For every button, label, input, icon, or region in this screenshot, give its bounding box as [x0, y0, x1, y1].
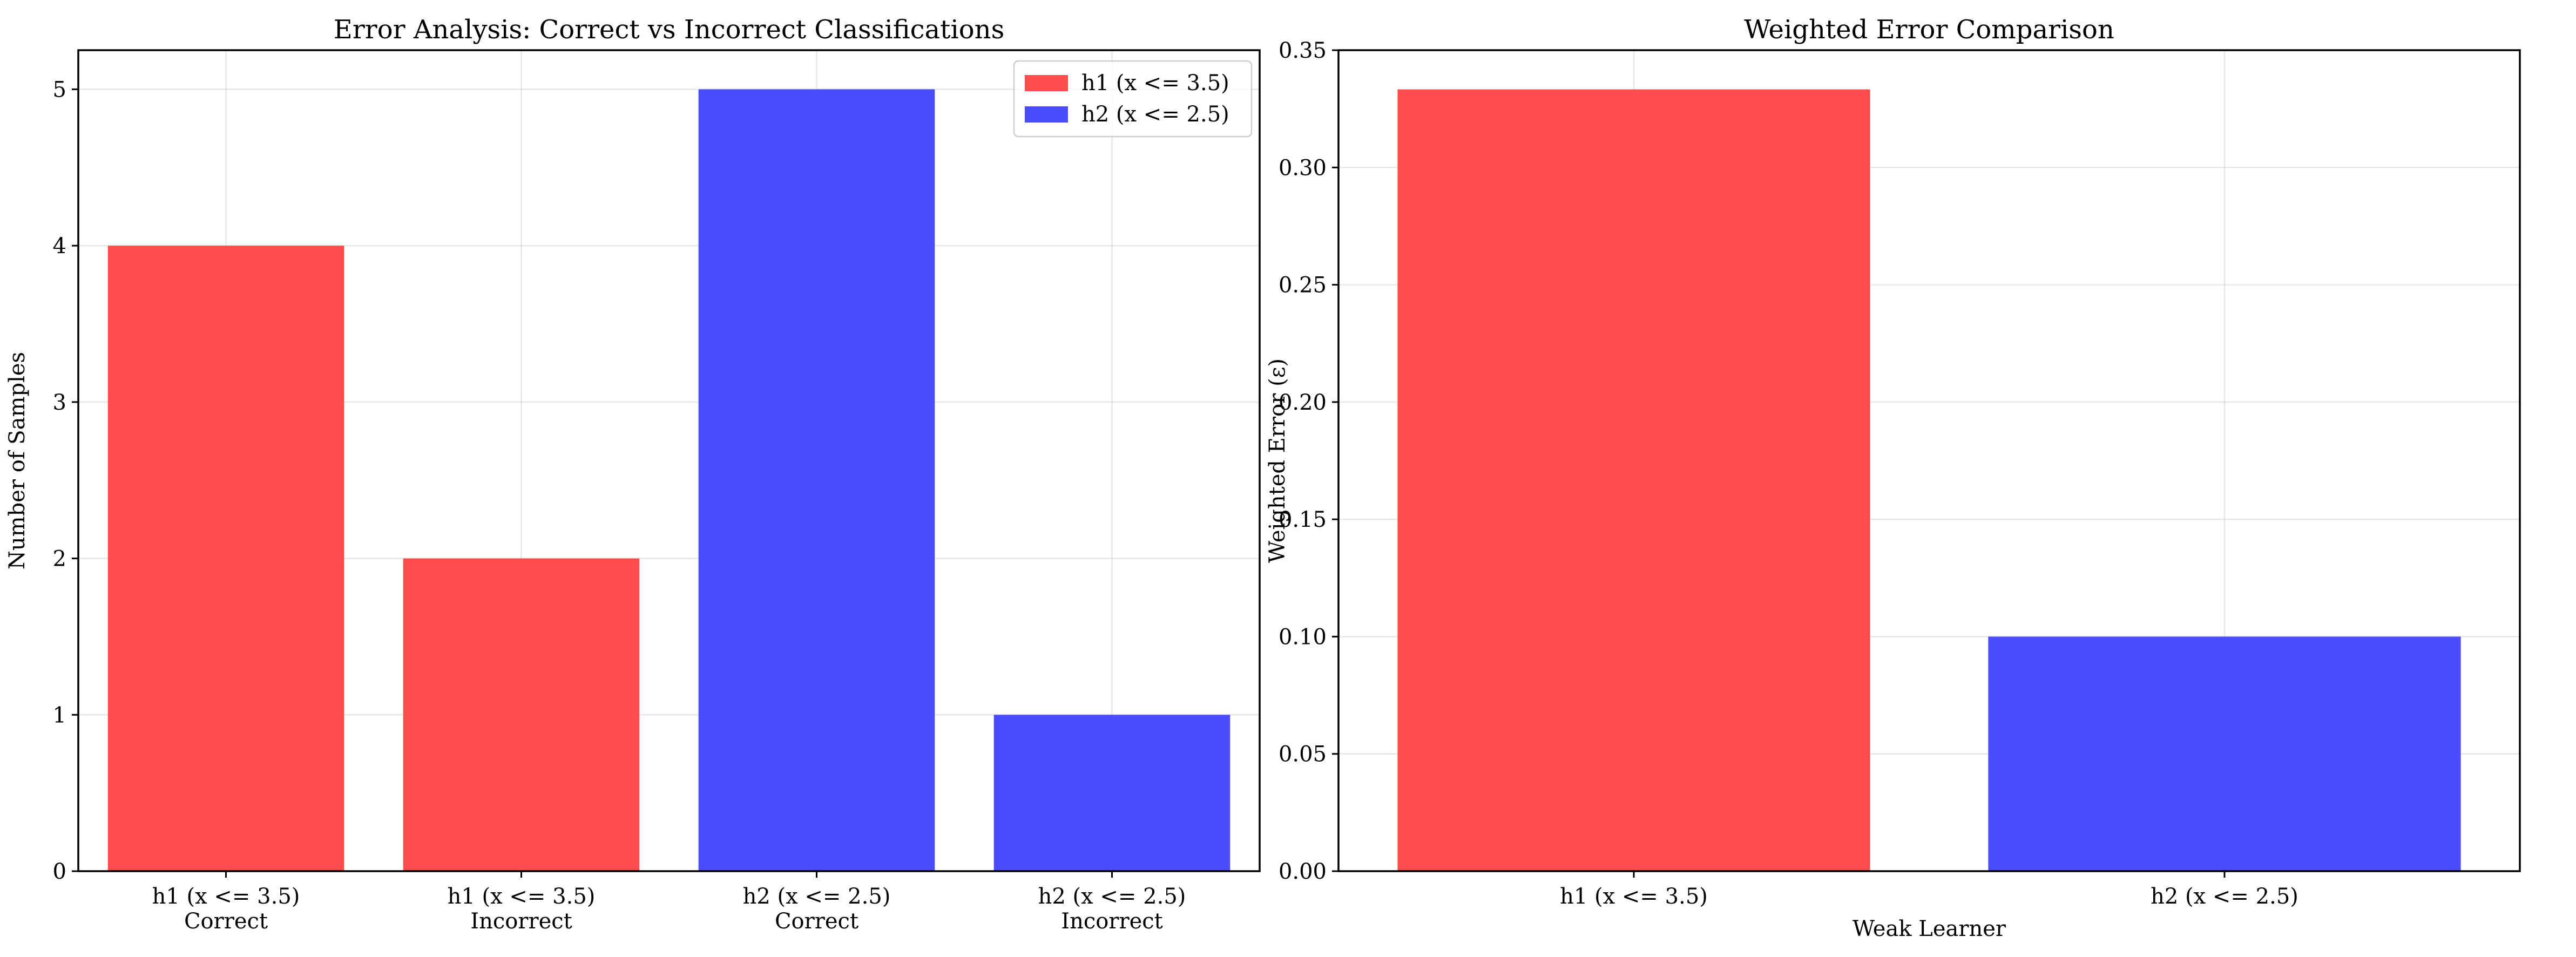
y-tick-label: 4: [53, 234, 66, 259]
x-tick-label: Incorrect: [1061, 909, 1162, 934]
chart-title: Weighted Error Comparison: [1744, 15, 2114, 45]
plot-frame: [1337, 49, 2521, 872]
chart-title: Error Analysis: Correct vs Incorrect Cla…: [334, 15, 1004, 45]
x-tick-label: h2 (x <= 2.5): [1038, 884, 1186, 909]
chart-error-analysis: Error Analysis: Correct vs Incorrect Cla…: [5, 15, 1261, 934]
y-tick-label: 0.00: [1279, 859, 1327, 884]
y-ticks: 0.00 0.05 0.10 0.15 0.20 0.25 0.30 0.35: [1279, 38, 1338, 884]
x-tick-label: Correct: [775, 909, 858, 934]
x-tick-label: h2 (x <= 2.5): [2151, 884, 2298, 909]
y-tick-label: 5: [53, 77, 66, 102]
bar: [403, 558, 640, 871]
legend: h1 (x <= 3.5) h2 (x <= 2.5): [1013, 60, 1253, 138]
bar: [1988, 636, 2461, 871]
y-ticks: 0 1 2 3 4 5: [53, 77, 78, 884]
bars: [1397, 89, 2461, 871]
x-tick-label: h2 (x <= 2.5): [743, 884, 891, 909]
legend-label-h1: h1 (x <= 3.5): [1081, 71, 1229, 96]
x-tick-label: h1 (x <= 3.5): [152, 884, 300, 909]
x-ticks: h1 (x <= 3.5) h2 (x <= 2.5): [1560, 871, 2298, 909]
y-axis-label: Number of Samples: [5, 352, 30, 569]
y-tick-label: 3: [53, 390, 66, 415]
y-tick-label: 0.35: [1279, 38, 1327, 63]
bar: [107, 246, 344, 872]
plot-frame: [77, 49, 1261, 872]
chart-weighted-error: Weighted Error Comparison Weighted Error…: [1265, 15, 2521, 941]
y-tick-label: 1: [53, 703, 66, 728]
y-tick-label: 0.05: [1279, 742, 1327, 767]
x-tick-label: h1 (x <= 3.5): [1560, 884, 1708, 909]
legend-box: [1013, 60, 1253, 138]
bar: [698, 89, 935, 871]
bars: [107, 89, 1230, 872]
y-tick-label: 0.30: [1279, 155, 1327, 180]
x-tick-label: h1 (x <= 3.5): [448, 884, 596, 909]
legend-swatch-h2: [1025, 106, 1068, 123]
y-tick-label: 0.15: [1279, 507, 1327, 532]
bar: [993, 715, 1230, 871]
y-axis-label: Weighted Error (ε): [1265, 358, 1290, 563]
y-tick-label: 0.25: [1279, 273, 1327, 298]
y-tick-label: 0.10: [1279, 625, 1327, 649]
y-tick-label: 0: [53, 859, 66, 884]
y-tick-label: 0.20: [1279, 390, 1327, 415]
legend-label-h2: h2 (x <= 2.5): [1081, 102, 1229, 127]
y-tick-label: 2: [53, 547, 66, 572]
bar: [1397, 89, 1870, 871]
legend-swatch-h1: [1025, 75, 1068, 91]
x-tick-label: Correct: [184, 909, 268, 934]
x-axis-label: Weak Learner: [1852, 917, 2006, 941]
x-tick-label: Incorrect: [470, 909, 572, 934]
